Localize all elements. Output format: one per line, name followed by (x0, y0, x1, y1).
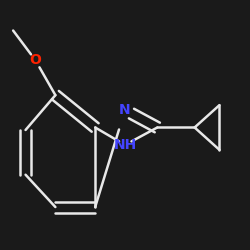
Text: O: O (30, 53, 42, 67)
Text: NH: NH (114, 138, 136, 152)
Text: N: N (119, 103, 131, 117)
